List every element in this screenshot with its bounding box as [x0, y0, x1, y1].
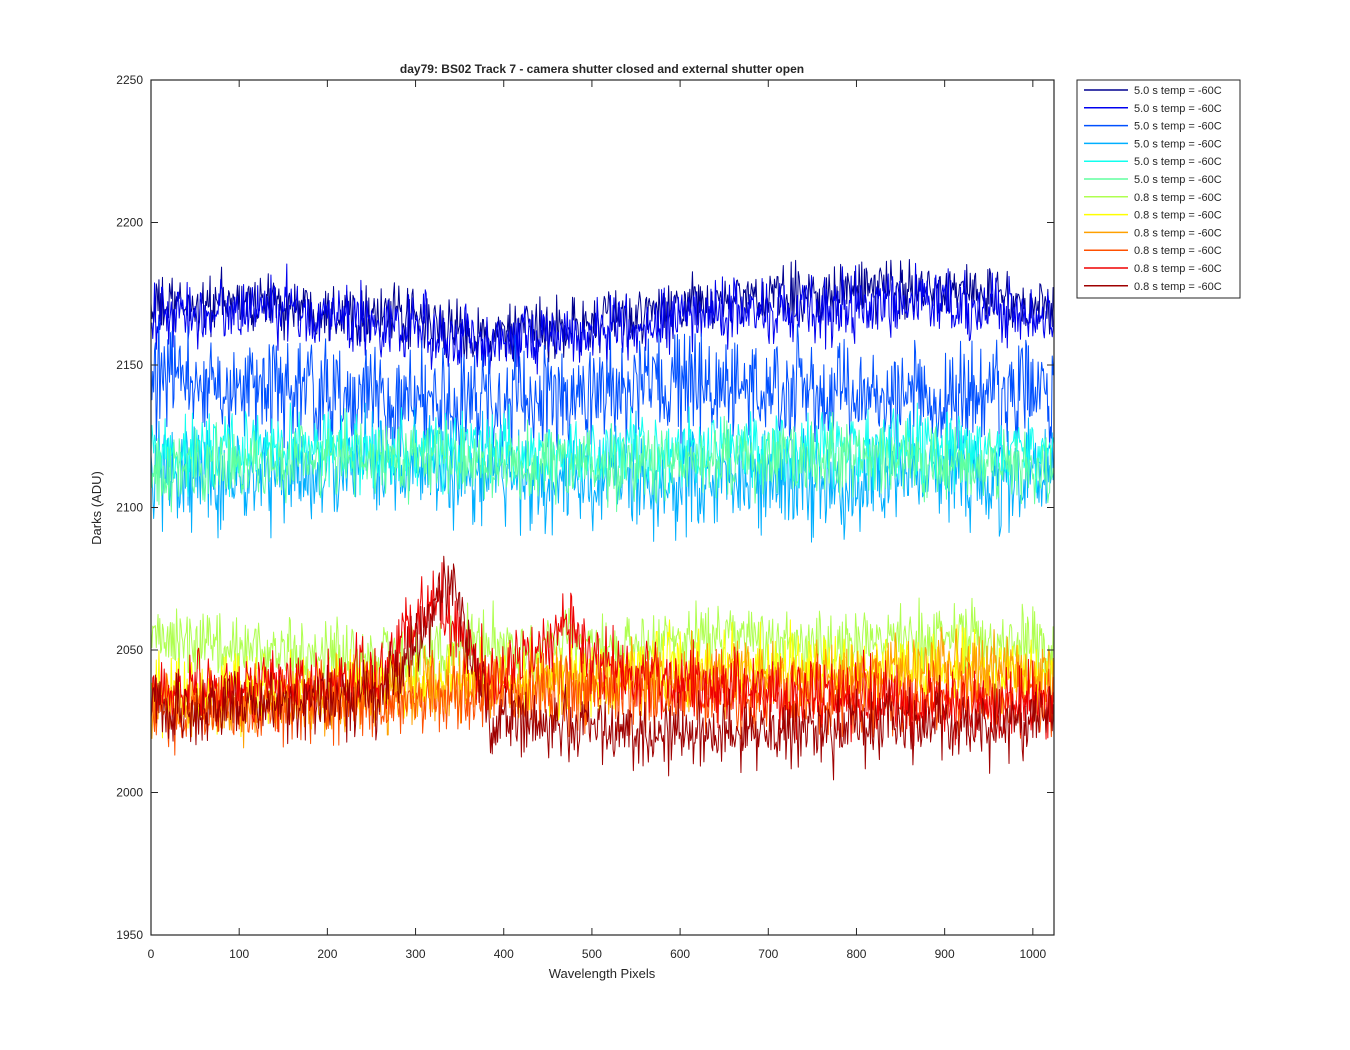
x-tick-label: 800 — [846, 947, 866, 961]
x-tick-label: 100 — [229, 947, 249, 961]
x-tick-label: 500 — [582, 947, 602, 961]
series-layer — [151, 258, 1054, 781]
legend: 5.0 s temp = -60C 5.0 s temp = -60C 5.0 s … — [1076, 79, 1241, 299]
series-line-3 — [151, 318, 1054, 468]
y-tick-label: 2250 — [116, 73, 143, 87]
tick-layer: 0 100 200 300 400 500 600 700 800 900 1000 1950 2000… — [116, 73, 1054, 961]
x-tick-label: 900 — [935, 947, 955, 961]
legend-label: 0.8 s temp = -60C — [1134, 281, 1222, 293]
legend-label: 0.8 s temp = -60C — [1134, 263, 1222, 275]
series-line-12 — [151, 555, 1054, 781]
series-line-7 — [151, 597, 1054, 692]
legend-label: 5.0 s temp = -60C — [1134, 103, 1222, 115]
legend-label: 5.0 s temp = -60C — [1134, 156, 1222, 168]
x-tick-label: 300 — [406, 947, 426, 961]
series-line-2 — [151, 262, 1054, 383]
y-tick-label: 1950 — [116, 928, 143, 942]
legend-label: 5.0 s temp = -60C — [1134, 138, 1222, 150]
x-tick-label: 0 — [148, 947, 155, 961]
x-tick-label: 700 — [758, 947, 778, 961]
legend-label: 0.8 s temp = -60C — [1134, 210, 1222, 222]
legend-label: 0.8 s temp = -60C — [1134, 245, 1222, 257]
y-tick-label: 2000 — [116, 786, 143, 800]
series-line-11 — [151, 562, 1054, 747]
y-tick-label: 2050 — [116, 643, 143, 657]
chart-title: day79: BS02 Track 7 - camera shutter clo… — [400, 62, 804, 76]
x-axis-label: Wavelength Pixels — [549, 966, 656, 981]
legend-box — [1076, 79, 1241, 299]
legend-label: 5.0 s temp = -60C — [1134, 121, 1222, 133]
y-tick-label: 2100 — [116, 501, 143, 515]
series-line-6 — [151, 408, 1054, 513]
y-axis-label: Darks (ADU) — [89, 471, 104, 545]
legend-label: 5.0 s temp = -60C — [1134, 174, 1222, 186]
x-tick-label: 600 — [670, 947, 690, 961]
legend-label: 0.8 s temp = -60C — [1134, 192, 1222, 204]
y-tick-label: 2150 — [116, 358, 143, 372]
legend-label: 0.8 s temp = -60C — [1134, 227, 1222, 239]
axes-background — [151, 80, 1054, 935]
y-tick-label: 2200 — [116, 216, 143, 230]
x-tick-label: 400 — [494, 947, 514, 961]
x-tick-label: 200 — [317, 947, 337, 961]
x-tick-label: 1000 — [1019, 947, 1046, 961]
legend-label: 5.0 s temp = -60C — [1134, 85, 1222, 97]
